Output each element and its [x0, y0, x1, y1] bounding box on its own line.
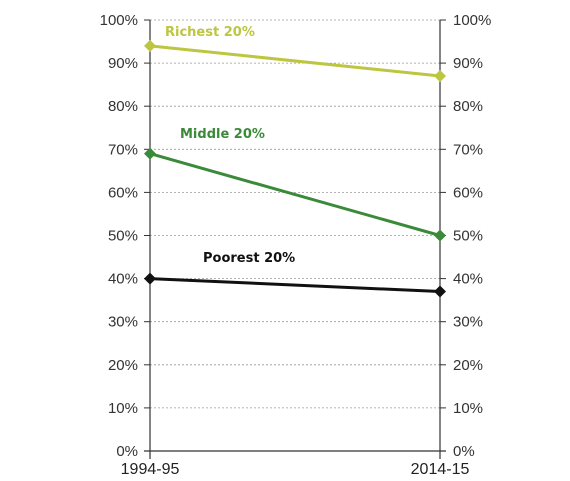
series-line: [149, 44, 441, 78]
y-tick-label-right: 10%: [453, 400, 483, 417]
y-tick-label-left: 30%: [108, 314, 138, 331]
series-point: [434, 70, 446, 83]
y-tick-label-right: 70%: [453, 141, 483, 158]
series-labels: Richest 20% Middle 20% Poorest 20%: [165, 25, 295, 266]
x-axis-ticks: 1994-95 2014-15: [121, 461, 470, 478]
x-tick-label: 2014-15: [411, 461, 470, 478]
y-tick-label-left: 50%: [108, 228, 138, 245]
series-line: [149, 277, 441, 294]
x-tick-label: 1994-95: [121, 461, 180, 478]
series-point: [434, 229, 446, 242]
y-tick-label-right: 20%: [453, 357, 483, 374]
series-line: [149, 152, 441, 237]
y-tick-label-right: 40%: [453, 271, 483, 288]
y-tick-label-left: 90%: [108, 55, 138, 72]
y-tick-label-left: 100%: [100, 12, 138, 29]
y-axis-right-ticks: 0% 10% 20% 30% 40% 50% 60% 70% 80% 90% 100%: [453, 12, 491, 460]
series-point: [144, 272, 156, 285]
y-tick-label-left: 80%: [108, 98, 138, 115]
series-group: [144, 39, 446, 298]
y-tick-label-right: 50%: [453, 228, 483, 245]
series-label: Middle 20%: [180, 127, 265, 142]
y-tick-label-left: 70%: [108, 141, 138, 158]
y-tick-label-left: 20%: [108, 357, 138, 374]
y-tick-label-left: 10%: [108, 400, 138, 417]
y-tick-label-left: 0%: [116, 443, 138, 460]
y-tick-label-right: 80%: [453, 98, 483, 115]
y-tick-label-left: 40%: [108, 271, 138, 288]
series-point: [434, 285, 446, 298]
y-tick-label-right: 30%: [453, 314, 483, 331]
y-tick-label-right: 100%: [453, 12, 491, 29]
y-tick-label-left: 60%: [108, 184, 138, 201]
y-axis-left-ticks: 0% 10% 20% 30% 40% 50% 60% 70% 80% 90% 100%: [100, 12, 138, 460]
series-point: [144, 39, 156, 52]
y-tick-label-right: 90%: [453, 55, 483, 72]
series-point: [144, 147, 156, 160]
y-tick-label-right: 0%: [453, 443, 475, 460]
grid-lines: [150, 19, 440, 409]
series-label: Poorest 20%: [203, 251, 295, 266]
y-tick-label-right: 60%: [453, 184, 483, 201]
axes: [144, 19, 446, 459]
series-label: Richest 20%: [165, 25, 255, 40]
